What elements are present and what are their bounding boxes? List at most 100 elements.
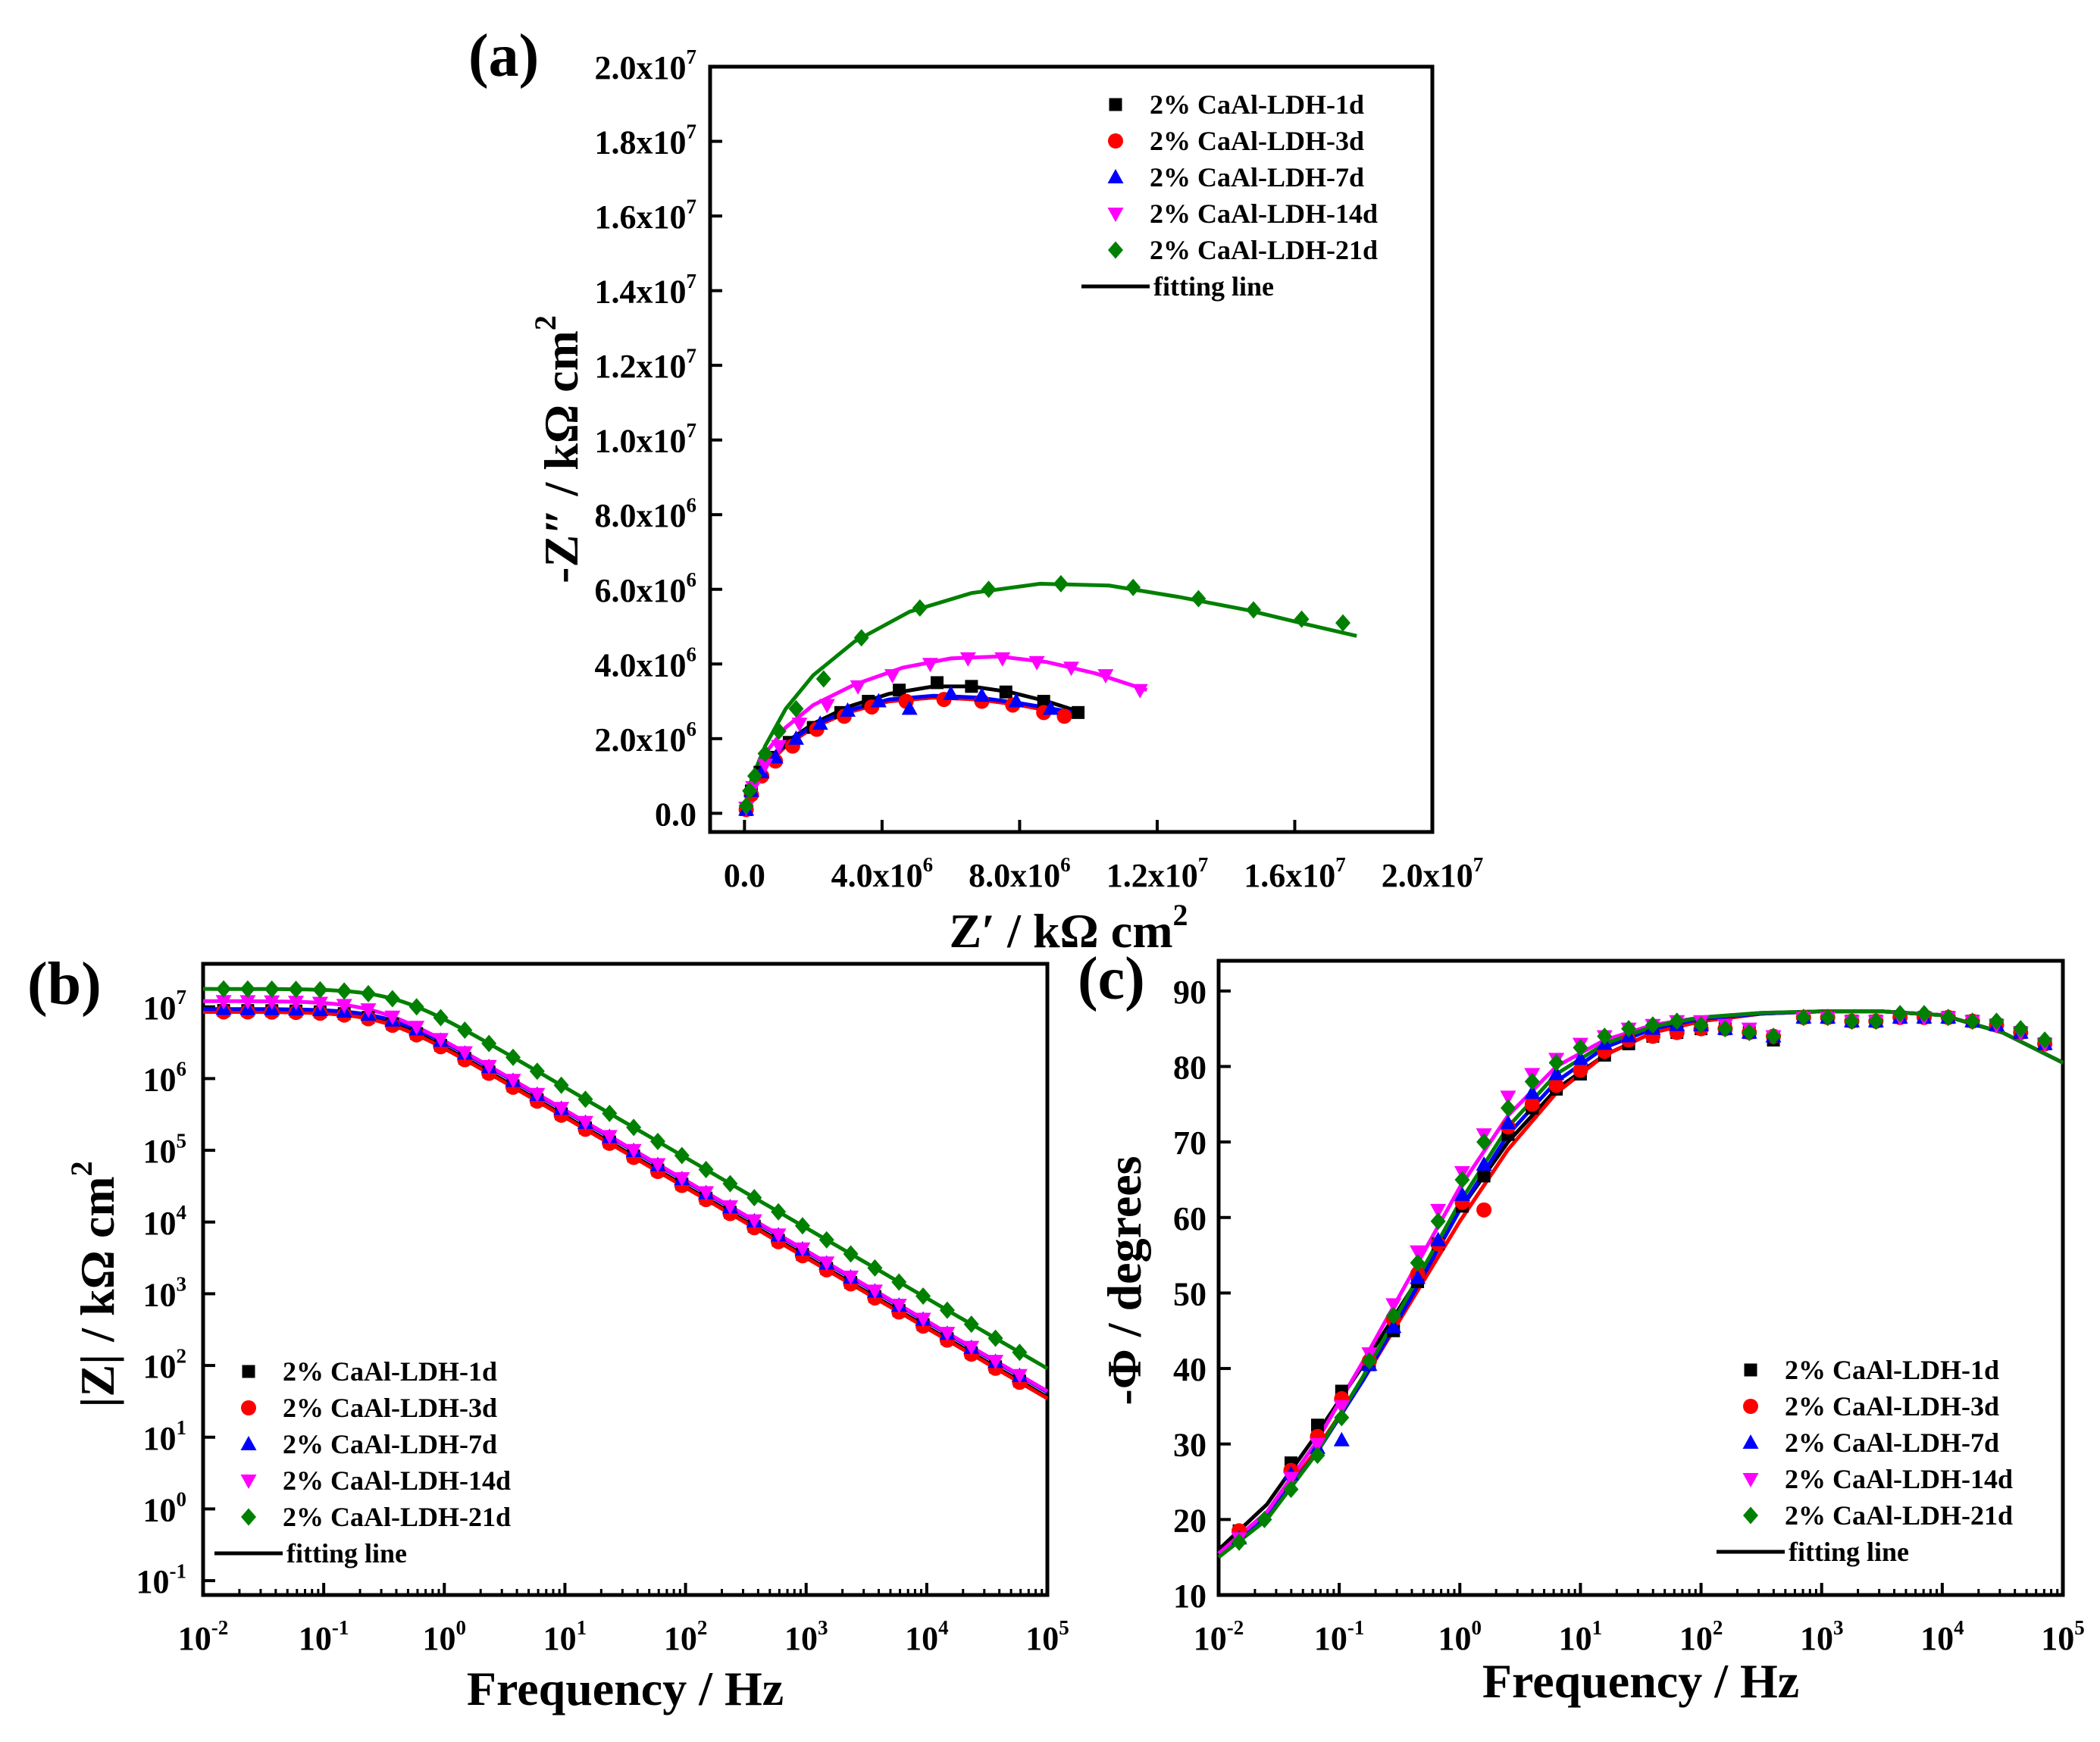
- panel-c-point-2-caal-ldh-21d: [1964, 1012, 1980, 1031]
- panel-c-point-2-caal-ldh-21d: [1766, 1027, 1782, 1046]
- panel-b-y-tick-label: 106: [143, 1058, 187, 1099]
- panel-b-point-2-caal-ldh-14d: [239, 995, 256, 1010]
- panel-a-point-2-caal-ldh-3d: [1056, 708, 1072, 724]
- panel-b-point-2-caal-ldh-14d: [721, 1200, 738, 1215]
- panel-b-point-2-caal-ldh-14d: [674, 1171, 690, 1187]
- panel-b-point-2-caal-ldh-21d: [553, 1076, 569, 1094]
- panel-b-point-2-caal-ldh-21d: [239, 980, 255, 998]
- panel-b-legend-marker-2-caal-ldh-14d: [240, 1475, 257, 1489]
- panel-b-point-2-caal-ldh-14d: [939, 1327, 956, 1342]
- panel-b-y-tick-label: 100: [143, 1488, 187, 1529]
- panel-c-point-2-caal-ldh-21d: [1454, 1171, 1470, 1189]
- panel-c-point-2-caal-ldh-21d: [1476, 1133, 1492, 1151]
- panel-a-point-2-caal-ldh-21d: [1191, 590, 1206, 608]
- panel-b-point-2-caal-ldh-14d: [649, 1158, 666, 1173]
- panel-a-point-2-caal-ldh-1d: [931, 676, 944, 690]
- panel-a-point-2-caal-ldh-21d: [1246, 601, 1262, 619]
- panel-a-point-2-caal-ldh-1d: [1072, 705, 1085, 719]
- panel-c-x-tick-label: 104: [1920, 1616, 1964, 1657]
- panel-a-y-tick-label: 4.0x106: [595, 643, 697, 683]
- panel-c-legend-label: 2% CaAl-LDH-14d: [1785, 1464, 2013, 1494]
- panel-b-point-2-caal-ldh-14d: [288, 996, 305, 1011]
- panel-a-y-tick-label: 1.8x107: [595, 120, 697, 161]
- panel-a-point-2-caal-ldh-21d: [853, 629, 869, 647]
- panel-a-point-2-caal-ldh-1d: [965, 680, 978, 693]
- panel-c-legend-label: 2% CaAl-LDH-1d: [1785, 1355, 1999, 1385]
- panel-b-point-2-caal-ldh-14d: [336, 999, 352, 1014]
- panel-b-y-axis-label: |Z| / kΩ cm2: [64, 1161, 124, 1407]
- panel-b-x-tick-label: 10-2: [178, 1616, 229, 1657]
- panel-c-point-2-caal-ldh-21d: [1892, 1005, 1908, 1023]
- panel-c-point-2-caal-ldh-21d: [1597, 1027, 1613, 1046]
- panel-c-point-2-caal-ldh-3d: [1573, 1062, 1588, 1078]
- panel-c-legend-marker-2-caal-ldh-1d: [1744, 1363, 1757, 1377]
- panel-c-point-2-caal-ldh-7d: [1548, 1065, 1565, 1081]
- panel-a-point-2-caal-ldh-14d: [1063, 661, 1079, 677]
- panel-b-point-2-caal-ldh-21d: [481, 1034, 497, 1052]
- panel-c-point-2-caal-ldh-21d: [1410, 1254, 1426, 1272]
- panel-a-y-tick-label: 2.0x107: [595, 45, 697, 86]
- panel-a-legend-label: 2% CaAl-LDH-3d: [1150, 126, 1364, 156]
- panel-a-x-tick-label: 1.6x107: [1244, 853, 1346, 894]
- panel-b-point-2-caal-ldh-14d: [915, 1312, 931, 1328]
- panel-a-x-tick-label: 1.2x107: [1106, 853, 1209, 894]
- panel-c-legend-marker-2-caal-ldh-7d: [1742, 1434, 1759, 1449]
- panel-a-y-axis-label: -Z″ / kΩ cm2: [528, 315, 588, 583]
- panel-a-legend-label: 2% CaAl-LDH-14d: [1150, 199, 1378, 229]
- panel-b-point-2-caal-ldh-21d: [361, 984, 377, 1002]
- panel-c-point-2-caal-ldh-21d: [1693, 1016, 1709, 1034]
- panel-b-x-tick-label: 100: [423, 1616, 467, 1657]
- panel-c-legend-marker-2-caal-ldh-14d: [1742, 1473, 1759, 1487]
- panel-c-y-tick-label: 90: [1173, 974, 1206, 1011]
- panel-b-y-tick-label: 10-1: [136, 1559, 187, 1600]
- panel-b-y-tick-label: 107: [143, 986, 187, 1027]
- panel-a-x-tick-label: 0.0: [724, 857, 765, 894]
- panel-c-point-2-caal-ldh-14d: [1430, 1203, 1447, 1218]
- panel-b-point-2-caal-ldh-14d: [601, 1130, 618, 1145]
- panel-c-point-2-caal-ldh-21d: [1717, 1020, 1733, 1038]
- panel-a-point-2-caal-ldh-14d: [818, 699, 835, 714]
- panel-c-point-2-caal-ldh-3d: [1476, 1202, 1492, 1218]
- panel-a-point-2-caal-ldh-21d: [746, 767, 762, 785]
- panel-a-point-2-caal-ldh-7d: [840, 702, 856, 717]
- panel-a-point-2-caal-ldh-21d: [771, 722, 787, 740]
- panel-c-plot-frame: [1216, 959, 2065, 1597]
- panel-b-point-2-caal-ldh-21d: [915, 1287, 931, 1306]
- panel-a-legend-marker-2-caal-ldh-21d: [1108, 241, 1123, 259]
- panel-b-point-2-caal-ldh-14d: [360, 1003, 377, 1018]
- panel-c-x-tick-label: 101: [1559, 1616, 1603, 1657]
- panel-c-point-2-caal-ldh-14d: [1333, 1400, 1350, 1415]
- panel-a-point-2-caal-ldh-1d: [893, 683, 906, 697]
- panel-c-point-2-caal-ldh-3d: [1524, 1096, 1540, 1112]
- panel-a-point-2-caal-ldh-7d: [870, 693, 887, 708]
- panel-a-x-tick-label: 2.0x107: [1382, 853, 1484, 894]
- panel-b-point-2-caal-ldh-14d: [770, 1228, 787, 1243]
- panel-a-point-2-caal-ldh-14d: [884, 669, 901, 684]
- panel-c-point-2-caal-ldh-1d: [1310, 1418, 1324, 1432]
- panel-c-point-2-caal-ldh-7d: [1500, 1115, 1516, 1130]
- panel-a-point-2-caal-ldh-21d: [757, 745, 773, 763]
- panel-a-point-2-caal-ldh-21d: [912, 599, 928, 617]
- panel-c-point-2-caal-ldh-21d: [1257, 1510, 1272, 1528]
- panel-c-point-2-caal-ldh-21d: [1820, 1009, 1836, 1027]
- panel-b-point-2-caal-ldh-14d: [264, 995, 280, 1010]
- panel-a-y-tick-label: 6.0x106: [595, 568, 697, 609]
- panel-b-legend-label: 2% CaAl-LDH-14d: [283, 1465, 511, 1496]
- panel-a-point-2-caal-ldh-14d: [922, 658, 938, 673]
- panel-a-legend-marker-2-caal-ldh-7d: [1107, 169, 1124, 183]
- panel-a-y-tick-label: 2.0x106: [595, 718, 697, 758]
- panel-a-point-2-caal-ldh-21d: [1335, 614, 1351, 632]
- panel-b-x-tick-label: 103: [784, 1616, 828, 1657]
- panel-c-point-2-caal-ldh-21d: [2037, 1031, 2053, 1049]
- panel-c-point-2-caal-ldh-21d: [1310, 1446, 1325, 1465]
- panel-b-point-2-caal-ldh-21d: [216, 980, 232, 998]
- panel-a-y-tick-label: 1.0x107: [595, 419, 697, 460]
- panel-c-bode-phase-plot: 10-2 10-1 100 101 102 103 104 105 10 20 30 40 50 60 70…: [1078, 946, 2085, 1708]
- panel-c-point-2-caal-ldh-1d: [1477, 1169, 1491, 1183]
- panel-b-x-tick-label: 10-1: [299, 1616, 349, 1657]
- panel-c-y-tick-label: 10: [1173, 1578, 1206, 1615]
- panel-b-legend-marker-2-caal-ldh-1d: [242, 1365, 255, 1378]
- panel-c-point-2-caal-ldh-7d: [1385, 1318, 1402, 1334]
- panel-a-legend-label: 2% CaAl-LDH-7d: [1150, 162, 1364, 192]
- panel-b-point-2-caal-ldh-21d: [1012, 1343, 1028, 1362]
